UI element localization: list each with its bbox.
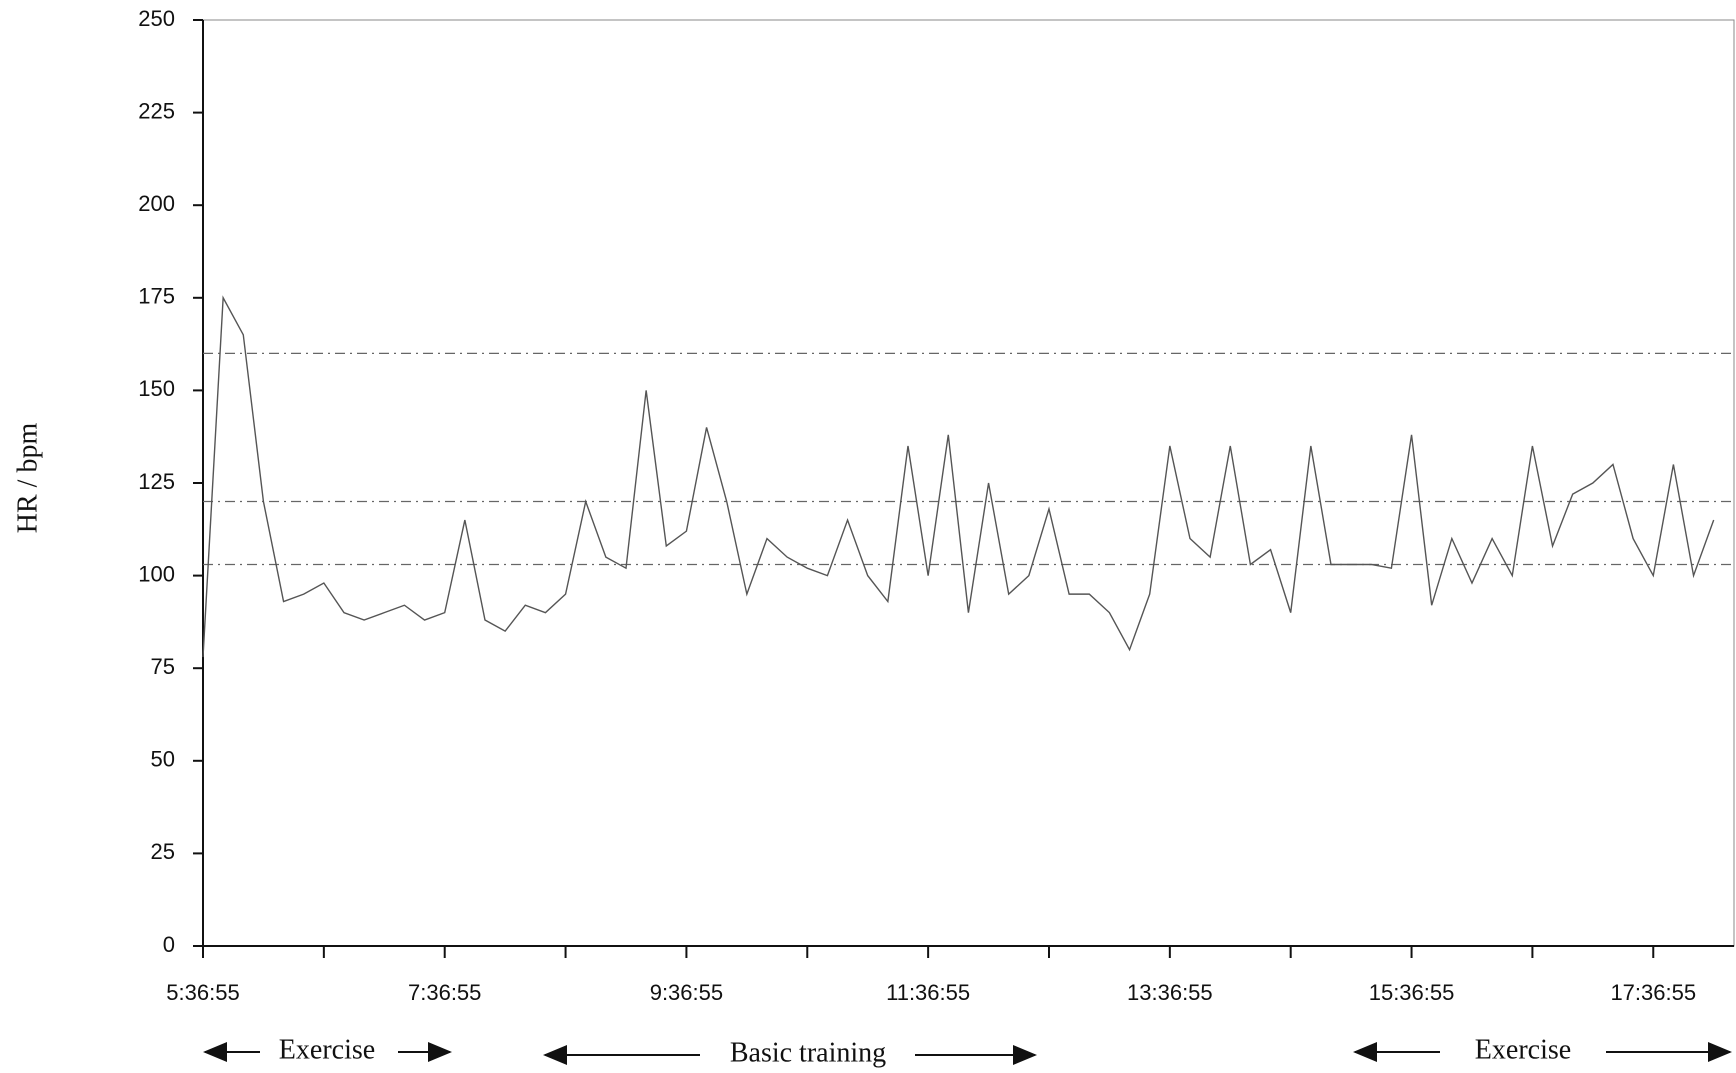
y-tick-label: 100 — [138, 561, 175, 586]
x-tick-label: 5:36:55 — [166, 980, 239, 1005]
y-tick-label: 50 — [151, 747, 175, 772]
y-tick-label: 200 — [138, 191, 175, 216]
x-tick-label: 7:36:55 — [408, 980, 481, 1005]
plot-frame — [202, 19, 1735, 947]
annotation: Exercise — [279, 1034, 375, 1065]
x-tick-label: 11:36:55 — [886, 980, 970, 1005]
y-tick-label: 125 — [138, 469, 175, 494]
annotation: Basic training — [730, 1037, 886, 1068]
y-tick-label: 225 — [138, 98, 175, 123]
y-tick-label: 75 — [151, 654, 175, 679]
x-tick-label: 9:36:55 — [650, 980, 723, 1005]
y-tick-label: 250 — [138, 6, 175, 31]
x-tick-label: 13:36:55 — [1127, 980, 1213, 1005]
y-tick-label: 0 — [163, 932, 175, 957]
x-tick-label: 17:36:55 — [1610, 980, 1696, 1005]
x-tick-label: 15:36:55 — [1369, 980, 1455, 1005]
hr-line — [202, 295, 1715, 658]
y-tick-label: 150 — [138, 376, 175, 401]
y-tick-label: 175 — [138, 284, 175, 309]
annotation: Exercise — [1475, 1034, 1571, 1065]
y-tick-label: 25 — [151, 839, 175, 864]
annotation-arrows — [203, 1042, 1732, 1065]
y-axis-label: HR / bpm — [12, 423, 43, 534]
